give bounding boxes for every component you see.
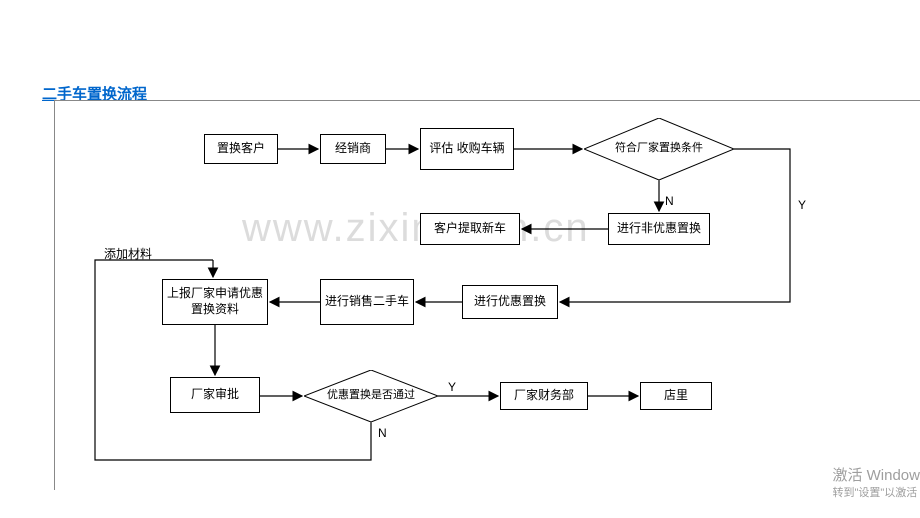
node-label: 置换客户 — [217, 141, 265, 157]
node-finance: 厂家财务部 — [500, 382, 588, 410]
edge-label-y2: Y — [448, 380, 456, 394]
windows-activate-text: 激活 Window 转到"设置"以激活 — [832, 466, 920, 500]
edge-label-y: Y — [798, 198, 806, 212]
decision-manufacturer-condition: 符合厂家置换条件 — [584, 118, 734, 180]
node-store: 店里 — [640, 382, 712, 410]
node-discount: 进行优惠置换 — [462, 285, 558, 319]
node-sell-used: 进行销售二手车 — [320, 279, 414, 325]
node-label: 经销商 — [335, 141, 371, 157]
node-label: 评估 收购车辆 — [429, 141, 504, 157]
node-review: 厂家审批 — [170, 377, 260, 413]
node-label: 客户提取新车 — [434, 221, 506, 237]
edge-label-add-material: 添加材料 — [104, 245, 152, 262]
activate-line1: 激活 Window — [832, 466, 920, 486]
node-non-discount: 进行非优惠置换 — [608, 213, 710, 245]
node-dealer: 经销商 — [320, 134, 386, 164]
node-label: 优惠置换是否通过 — [327, 389, 415, 402]
node-label: 上报厂家申请优惠置换资料 — [167, 286, 263, 317]
edge-label-n2: N — [378, 426, 387, 440]
node-report: 上报厂家申请优惠置换资料 — [162, 279, 268, 325]
edge-label-n: N — [665, 194, 674, 208]
activate-line2: 转到"设置"以激活 — [832, 486, 920, 500]
node-label: 厂家财务部 — [514, 388, 574, 404]
decision-discount-approved: 优惠置换是否通过 — [304, 370, 438, 422]
node-pickup: 客户提取新车 — [420, 213, 520, 245]
node-evaluate: 评估 收购车辆 — [420, 128, 514, 170]
node-label: 进行非优惠置换 — [617, 221, 701, 237]
node-label: 厂家审批 — [191, 387, 239, 403]
node-label: 符合厂家置换条件 — [615, 142, 703, 155]
node-customer: 置换客户 — [204, 134, 278, 164]
node-label: 进行销售二手车 — [325, 294, 409, 310]
node-label: 进行优惠置换 — [474, 294, 546, 310]
node-label: 店里 — [664, 388, 688, 404]
